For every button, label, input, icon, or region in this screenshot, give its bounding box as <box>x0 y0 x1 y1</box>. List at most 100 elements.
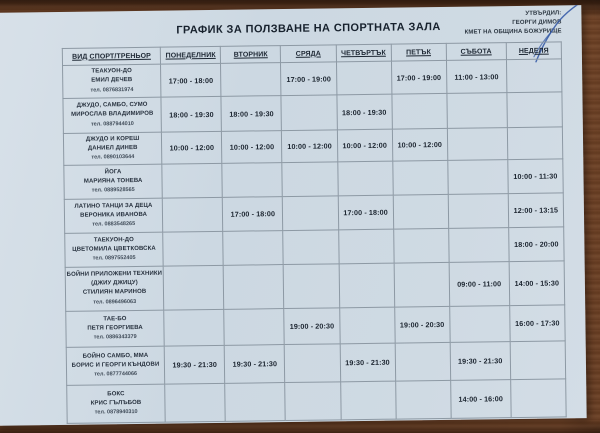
time-slot-cell <box>222 162 283 198</box>
time-slot-cell: 10:00 - 12:00 <box>281 129 338 163</box>
sport-name-line: ЛАТИНО ТАНЦИ ЗА ДЕЦА <box>74 202 153 210</box>
time-slot-cell <box>393 228 449 264</box>
time-slot-cell: 17:00 - 19:00 <box>391 60 447 95</box>
time-slot-cell <box>283 229 339 265</box>
time-slot-cell <box>163 265 225 311</box>
time-slot-cell: 18:00 - 20:00 <box>508 226 565 262</box>
sport-trainer-cell: ДЖУДО, САМБО, СУМО МИРОСЛАВ ВЛАДИМИРОВ тел… <box>62 97 162 134</box>
time-slot-cell <box>449 305 511 343</box>
time-slot-cell <box>337 161 393 196</box>
table-row: БОКС КРИС ГЪЛЪБОВ тел. 0878940310 14:00 - 1… <box>66 378 567 424</box>
schedule-table: ВИД СПОРТ/ТРЕНЬОР ПОНЕДЕЛНИК ВТОРНИК СРЯ… <box>61 41 567 424</box>
sport-trainer-cell: ТАЕ-БО ПЕТЯ ГЕОРГИЕВА тел. 0886343379 <box>65 310 165 348</box>
time-slot-cell: 10:00 - 12:00 <box>161 131 223 165</box>
phone-number: тел. 0886343379 <box>93 334 137 341</box>
phone-number: тел. 0878940310 <box>94 409 138 416</box>
time-slot-cell: 19:30 - 21:30 <box>339 343 396 382</box>
column-header-monday: ПОНЕДЕЛНИК <box>160 46 221 65</box>
sport-trainer-cell: БОЙНИ ПРИЛОЖЕНИ ТЕХНИКИ (ДЖИУ ДЖИЦУ) СТИЛИ… <box>65 266 164 312</box>
time-slot-cell <box>336 61 392 95</box>
time-slot-cell <box>162 197 223 233</box>
schedule-body: ТЕАКУОН-ДО ЕМИЛ ДЕЧЕВ тел. 0876831974 17:00… <box>62 58 567 424</box>
phone-number: тел. 0876831974 <box>90 86 134 94</box>
time-slot-cell: 14:00 - 16:00 <box>450 379 512 419</box>
time-slot-cell: 19:30 - 21:30 <box>164 345 225 385</box>
time-slot-cell <box>448 227 509 263</box>
column-header-saturday: СЪБОТА <box>445 42 507 61</box>
time-slot-cell <box>447 127 508 161</box>
phone-number: тел. 0889528565 <box>91 187 135 194</box>
sport-trainer-cell: БОКС КРИС ГЪЛЪБОВ тел. 0878940310 <box>66 384 166 424</box>
time-slot-cell: 18:00 - 19:30 <box>161 96 222 133</box>
time-slot-cell <box>163 309 225 347</box>
time-slot-cell: 16:00 - 17:30 <box>509 304 566 342</box>
time-slot-cell <box>223 264 285 310</box>
sport-trainer-cell: ДЖУДО И КОРЕШ ДАНИЕЛ ДИНЕВ тел. 0890103644 <box>63 132 163 166</box>
time-slot-cell: 18:00 - 19:30 <box>221 95 282 132</box>
time-slot-cell <box>510 340 566 380</box>
time-slot-cell: 19:30 - 21:30 <box>224 344 286 384</box>
time-slot-cell <box>224 382 286 422</box>
time-slot-cell <box>224 308 285 346</box>
time-slot-cell <box>164 383 226 423</box>
time-slot-cell: 10:00 - 11:30 <box>507 158 564 194</box>
schedule-table-wrap: ВИД СПОРТ/ТРЕНЬОР ПОНЕДЕЛНИК ВТОРНИК СРЯ… <box>61 41 567 424</box>
time-slot-cell: 19:30 - 21:30 <box>449 341 511 381</box>
time-slot-cell <box>395 380 451 420</box>
table-row: БОЙНИ ПРИЛОЖЕНИ ТЕХНИКИ (ДЖИУ ДЖИЦУ) СТИЛИ… <box>65 260 565 312</box>
time-slot-cell: 10:00 - 12:00 <box>221 130 283 164</box>
pen-signature <box>533 5 582 63</box>
time-slot-cell <box>392 194 449 230</box>
time-slot-cell <box>391 93 448 130</box>
sport-trainer-cell: БОЙНО САМБО, ММА БОРИС И ГЕОРГИ КЪНДОВИ те… <box>66 346 165 386</box>
time-slot-cell <box>220 62 282 97</box>
time-slot-cell: 18:00 - 19:30 <box>336 94 393 130</box>
paper-sheet: УТВЪРДИЛ: ГЕОРГИ ДИМОВ КМЕТ НА ОБЩИНА БО… <box>0 5 587 426</box>
time-slot-cell: 09:00 - 11:00 <box>448 261 510 307</box>
time-slot-cell <box>447 159 509 195</box>
phone-number: тел. 0877744066 <box>94 371 138 378</box>
column-header-tuesday: ВТОРНИК <box>220 45 281 64</box>
time-slot-cell <box>393 262 450 308</box>
sport-trainer-cell: ЙОГА МАРИЯНА ТОНЕВА тел. 0889528565 <box>63 164 163 200</box>
column-header-thursday: ЧЕТВЪРТЪК <box>335 44 392 62</box>
time-slot-cell <box>285 381 341 421</box>
phone-number: тел. 0883548265 <box>92 221 136 228</box>
time-slot-cell: 11:00 - 13:00 <box>446 59 507 94</box>
time-slot-cell: 17:00 - 19:00 <box>280 61 337 96</box>
time-slot-cell: 19:00 - 20:30 <box>394 306 450 344</box>
sport-name-line: МИРОСЛАВ ВЛАДИМИРОВ <box>71 111 154 119</box>
column-header-wednesday: СРЯДА <box>280 44 337 63</box>
sport-trainer-cell: ТЕАКУОН-ДО ЕМИЛ ДЕЧЕВ тел. 0876831974 <box>62 64 162 99</box>
time-slot-cell <box>283 263 340 309</box>
time-slot-cell <box>282 195 339 231</box>
phone-number: тел. 0887944010 <box>90 120 134 128</box>
time-slot-cell <box>510 378 567 418</box>
time-slot-cell <box>281 94 337 131</box>
time-slot-cell <box>447 193 509 229</box>
time-slot-cell: 17:00 - 18:00 <box>222 196 284 232</box>
time-slot-cell: 10:00 - 12:00 <box>392 128 448 162</box>
time-slot-cell <box>162 231 224 267</box>
time-slot-cell: 19:00 - 20:30 <box>284 307 340 345</box>
time-slot-cell: 10:00 - 12:00 <box>336 129 393 162</box>
time-slot-cell <box>507 126 563 160</box>
phone-number: тел. 0897552405 <box>92 255 136 262</box>
phone-number: тел. 0890103644 <box>91 154 135 161</box>
time-slot-cell <box>506 58 562 93</box>
sport-trainer-cell: ТАЕКУОН-ДО ЦВЕТОМИЛА ЦВЕТКОВСКА тел. 08975… <box>64 232 164 268</box>
column-header-sport-trainer: ВИД СПОРТ/ТРЕНЬОР <box>62 47 161 66</box>
time-slot-cell <box>222 230 284 266</box>
time-slot-cell <box>394 342 451 382</box>
time-slot-cell <box>506 91 563 128</box>
time-slot-cell <box>339 307 395 344</box>
column-header-friday: ПЕТЪК <box>390 43 447 62</box>
column-header-sunday: НЕДЕЛЯ <box>506 41 562 60</box>
time-slot-cell <box>446 92 508 129</box>
time-slot-cell <box>282 161 338 197</box>
time-slot-cell <box>392 160 448 196</box>
time-slot-cell: 12:00 - 13:15 <box>508 192 564 228</box>
time-slot-cell <box>284 343 341 383</box>
time-slot-cell: 17:00 - 18:00 <box>160 63 222 98</box>
time-slot-cell <box>338 229 394 264</box>
